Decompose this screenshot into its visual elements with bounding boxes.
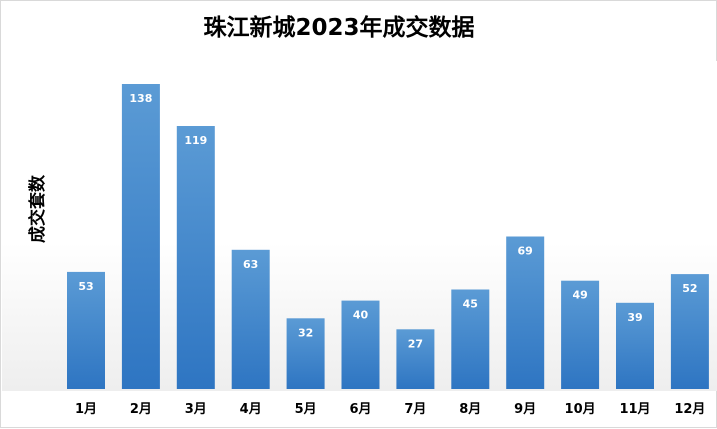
- bar-1: [67, 271, 105, 389]
- data-label-8: 45: [463, 298, 478, 311]
- bar-4: [231, 249, 270, 389]
- x-tick-label-8: 8月: [459, 402, 481, 417]
- data-label-3: 119: [184, 134, 207, 147]
- x-tick-label-4: 4月: [240, 402, 262, 417]
- chart-title: 珠江新城2023年成交数据: [203, 14, 474, 41]
- y-axis-label: 成交套数: [27, 174, 48, 243]
- data-label-4: 63: [243, 258, 258, 271]
- bar-5: [286, 318, 325, 389]
- x-tick-label-2: 2月: [130, 402, 152, 417]
- x-tick-labels-group: 1月 2月 3月 4月 5月 6月 7月 8月 9月 10月 11月 12月: [75, 402, 705, 417]
- x-tick-label-1: 1月: [75, 402, 97, 417]
- data-label-1: 53: [78, 280, 93, 293]
- bar-12: [670, 274, 709, 389]
- x-tick-label-9: 9月: [514, 402, 536, 417]
- x-tick-label-3: 3月: [185, 402, 207, 417]
- data-label-7: 27: [408, 337, 423, 350]
- bar-8: [451, 289, 490, 389]
- bar-3: [176, 126, 215, 389]
- bar-2: [121, 84, 160, 389]
- bars-group: [67, 84, 709, 389]
- x-tick-label-7: 7月: [404, 402, 426, 417]
- data-label-10: 49: [572, 289, 587, 302]
- data-label-12: 52: [682, 282, 697, 295]
- x-tick-label-6: 6月: [349, 402, 371, 417]
- bar-7: [396, 329, 435, 389]
- data-label-9: 69: [518, 245, 533, 258]
- bar-10: [561, 280, 600, 389]
- bar-6: [341, 300, 380, 389]
- data-label-11: 39: [627, 311, 642, 324]
- data-label-6: 40: [353, 309, 369, 322]
- data-label-5: 32: [298, 326, 313, 339]
- data-label-2: 138: [129, 92, 152, 105]
- x-tick-label-11: 11月: [619, 402, 650, 417]
- x-tick-label-10: 10月: [565, 402, 596, 417]
- x-tick-label-5: 5月: [295, 402, 317, 417]
- bar-11: [616, 302, 654, 389]
- bar-9: [506, 236, 545, 389]
- x-tick-label-12: 12月: [674, 402, 705, 417]
- data-labels-group: 53 138 119 63 32 40 27 45 69 49 39 52: [78, 92, 697, 350]
